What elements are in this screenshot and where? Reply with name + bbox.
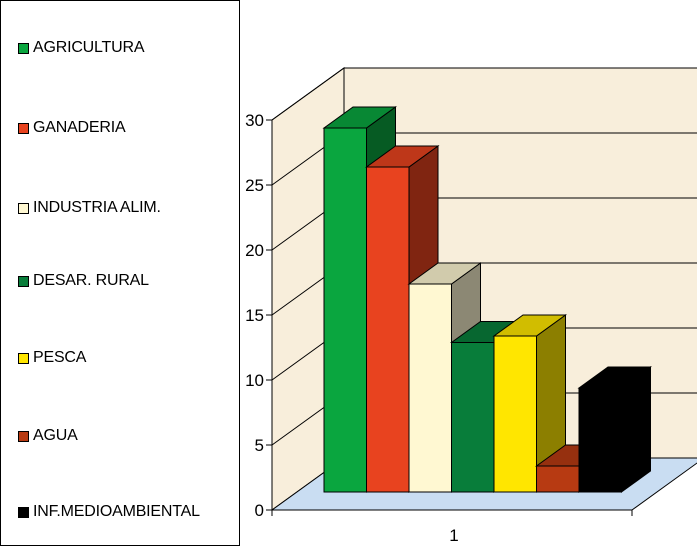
legend-swatch — [18, 275, 29, 287]
legend-swatch — [18, 352, 29, 364]
legend-item: INF.MEDIOAMBIENTAL — [18, 503, 200, 521]
legend-label: PESCA — [33, 349, 87, 366]
gridline — [271, 67, 697, 121]
legend-label: GANADERIA — [33, 119, 126, 136]
legend-item: AGRICULTURA — [18, 39, 144, 57]
legend-swatch — [18, 202, 29, 214]
legend-swatch — [18, 430, 29, 442]
bar — [323, 127, 367, 493]
legend-label: INF.MEDIOAMBIENTAL — [33, 503, 200, 520]
bar — [408, 283, 452, 493]
legend-swatch — [18, 42, 29, 54]
legend-item: DESAR. RURAL — [18, 272, 149, 290]
bar — [451, 342, 495, 493]
x-tick-label: 1 — [449, 526, 458, 545]
legend-label: INDUSTRIA ALIM. — [33, 199, 161, 216]
y-tick-label: 15 — [245, 306, 264, 325]
chart-legend: AGRICULTURA GANADERIA INDUSTRIA ALIM. DESAR… — [0, 0, 240, 546]
y-tick-label: 10 — [245, 371, 264, 390]
bar — [578, 387, 622, 493]
y-tick-label: 25 — [245, 176, 264, 195]
bar — [536, 465, 580, 493]
legend-item: PESCA — [18, 349, 86, 367]
legend-item: INDUSTRIA ALIM. — [18, 199, 161, 217]
bar — [493, 335, 537, 493]
legend-swatch — [18, 506, 29, 518]
bar-side — [621, 366, 651, 493]
y-tick-label: 5 — [255, 436, 264, 455]
y-tick-label: 30 — [245, 111, 264, 130]
y-tick-label: 20 — [245, 241, 264, 260]
legend-label: AGRICULTURA — [33, 39, 145, 56]
bar — [366, 166, 410, 493]
legend-item: GANADERIA — [18, 119, 126, 137]
legend-swatch — [18, 122, 29, 134]
legend-item: AGUA — [18, 427, 78, 445]
legend-label: AGUA — [33, 427, 78, 444]
legend-label: DESAR. RURAL — [33, 272, 149, 289]
y-tick-label: 0 — [255, 501, 264, 520]
